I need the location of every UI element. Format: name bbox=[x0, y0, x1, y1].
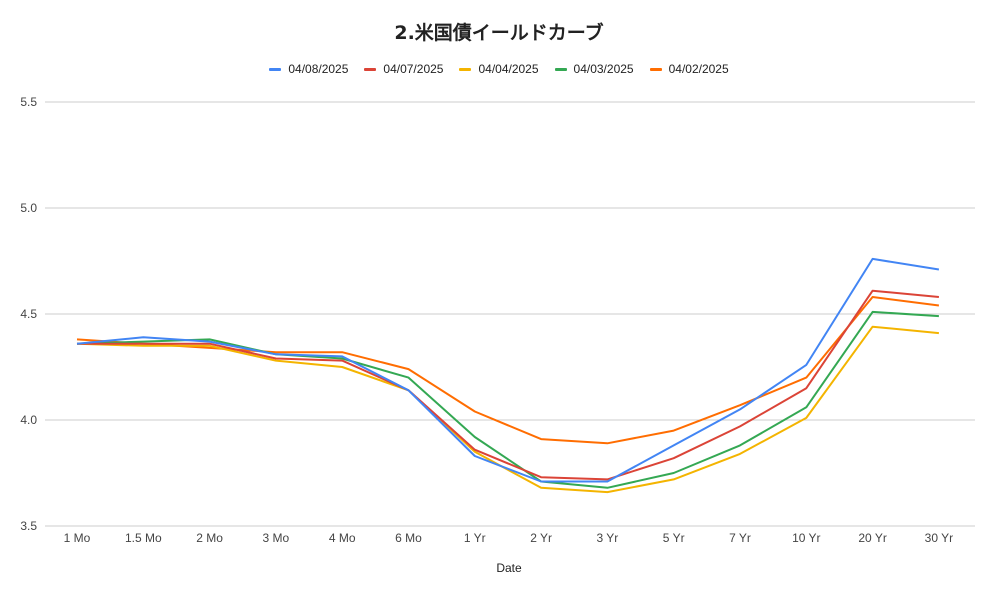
legend-item[interactable]: 04/04/2025 bbox=[459, 62, 539, 76]
gridlines bbox=[45, 101, 975, 527]
legend-swatch bbox=[459, 67, 472, 71]
x-tick-label: 2 Mo bbox=[196, 531, 223, 545]
series-line[interactable] bbox=[76, 257, 940, 483]
x-tick-label: 6 Mo bbox=[395, 531, 422, 545]
legend-item[interactable]: 04/07/2025 bbox=[364, 62, 443, 76]
x-tick-label: 2 Yr bbox=[530, 531, 552, 545]
x-tick-label: 3 Mo bbox=[263, 531, 290, 545]
legend-swatch bbox=[364, 67, 377, 71]
x-tick-label: 30 Yr bbox=[925, 531, 953, 545]
series-line[interactable] bbox=[76, 296, 940, 445]
legend-item[interactable]: 04/03/2025 bbox=[554, 62, 634, 76]
legend-label: 04/03/2025 bbox=[573, 62, 634, 76]
x-tick-label: 10 Yr bbox=[792, 531, 820, 545]
chart-title: 2.米国債イールドカーブ bbox=[394, 22, 604, 44]
legend-label: 04/02/2025 bbox=[668, 62, 729, 76]
y-tick-label: 3.5 bbox=[20, 519, 37, 533]
x-tick-label: 20 Yr bbox=[858, 531, 886, 545]
legend-label: 04/08/2025 bbox=[288, 62, 349, 76]
legend-label: 04/07/2025 bbox=[383, 62, 444, 76]
x-tick-label: 7 Yr bbox=[729, 531, 751, 545]
series-line[interactable] bbox=[76, 310, 939, 489]
legend-swatch bbox=[269, 67, 282, 71]
legend: 04/08/2025 04/07/2025 04/04/2025 04/03/2… bbox=[0, 62, 998, 76]
legend-item[interactable]: 04/02/2025 bbox=[649, 62, 729, 76]
legend-label: 04/04/2025 bbox=[478, 62, 539, 76]
y-tick-label: 4.5 bbox=[20, 307, 37, 321]
x-axis-ticks: 1 Mo 1.5 Mo 2 Mo 3 Mo 4 Mo 6 Mo 1 Yr 2 Yr 3 Yr 5 … bbox=[64, 531, 953, 545]
x-tick-label: 1.5 Mo bbox=[125, 531, 162, 545]
legend-swatch bbox=[649, 67, 662, 71]
legend-swatch bbox=[554, 67, 567, 71]
x-tick-label: 1 Yr bbox=[464, 531, 486, 545]
y-axis-ticks: 3.5 4.0 4.5 5.0 5.5 bbox=[20, 95, 37, 533]
x-tick-label: 1 Mo bbox=[64, 531, 91, 545]
y-tick-label: 5.5 bbox=[20, 95, 37, 109]
series-line[interactable] bbox=[76, 325, 939, 494]
x-tick-label: 4 Mo bbox=[329, 531, 356, 545]
x-tick-label: 3 Yr bbox=[597, 531, 619, 545]
series-line[interactable] bbox=[77, 289, 939, 481]
x-axis-label: Date bbox=[496, 561, 522, 575]
x-tick-label: 5 Yr bbox=[663, 531, 685, 545]
series-lines bbox=[76, 257, 940, 494]
legend-item[interactable]: 04/08/2025 bbox=[269, 62, 348, 76]
y-tick-label: 4.0 bbox=[20, 413, 37, 427]
y-tick-label: 5.0 bbox=[20, 201, 37, 215]
